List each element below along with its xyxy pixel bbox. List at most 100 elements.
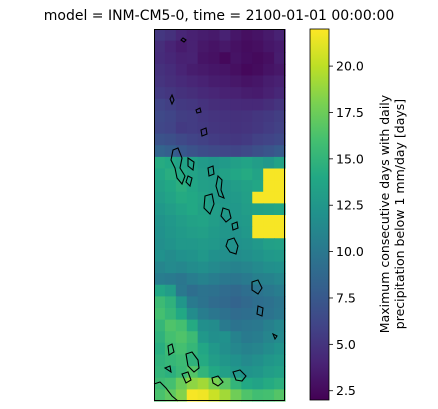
heatmap-cell (241, 145, 253, 158)
heatmap-cell (263, 319, 275, 332)
heatmap-cell (154, 156, 166, 170)
coastline-island (185, 351, 200, 373)
heatmap-cell (263, 87, 275, 100)
heatmap-cell (252, 52, 264, 65)
heatmap-cell (263, 308, 275, 321)
heatmap-cell (164, 110, 177, 123)
heatmap-cell (241, 331, 253, 344)
heatmap-cell (175, 63, 188, 77)
heatmap-cell (186, 377, 199, 390)
heatmap-cell (164, 215, 177, 228)
heatmap-cell (154, 40, 166, 53)
heatmap-cell (208, 156, 221, 170)
heatmap-cell (164, 156, 177, 170)
heatmap-cell (208, 354, 221, 367)
coastline-island (232, 369, 247, 382)
heatmap-cell (164, 203, 177, 216)
heatmap-cell (175, 145, 188, 158)
heatmap-cell (186, 203, 199, 216)
heatmap-cell (175, 98, 188, 111)
heatmap-cell (263, 215, 275, 228)
heatmap-cell (208, 122, 221, 135)
heatmap-cell (186, 226, 199, 239)
colorbar-tick-label: 20.0 (336, 59, 364, 74)
heatmap-cell (230, 389, 242, 402)
heatmap-cell (154, 110, 166, 123)
heatmap-cell (230, 354, 242, 367)
heatmap-cell (208, 110, 221, 123)
heatmap-cell (241, 273, 253, 286)
heatmap-cell (274, 226, 286, 239)
heatmap-cell (154, 75, 166, 88)
heatmap-cell (230, 319, 242, 332)
heatmap-cell (274, 133, 286, 146)
heatmap-cell (219, 87, 232, 100)
heatmap-cell (274, 377, 286, 390)
heatmap-cell (230, 331, 242, 344)
heatmap-cell (164, 261, 177, 274)
heatmap-cell (175, 377, 188, 390)
heatmap-cell (154, 52, 166, 65)
coastline-island (251, 279, 263, 295)
heatmap-cell (208, 389, 221, 402)
heatmap-cell (230, 366, 242, 379)
heatmap-cell (241, 52, 253, 65)
coastline-island (180, 37, 187, 43)
heatmap-cell (197, 122, 210, 135)
heatmap-cell (186, 52, 199, 65)
heatmap-cell (186, 40, 199, 53)
heatmap-cell (274, 168, 286, 181)
heatmap-cell (175, 284, 188, 297)
heatmap-cell (175, 273, 188, 286)
heatmap-cell (154, 238, 166, 251)
heatmap-cell (154, 87, 166, 100)
coastline-island (207, 165, 215, 177)
heatmap-cell (241, 180, 253, 193)
heatmap-cell (252, 366, 264, 379)
heatmap-cell (274, 238, 286, 251)
heatmap-cell (186, 389, 199, 402)
heatmap-cell (263, 249, 275, 263)
heatmap-cell (230, 52, 242, 65)
heatmap-cell (164, 52, 177, 65)
heatmap-cell (197, 168, 210, 181)
heatmap-cell (252, 215, 264, 228)
heatmap-cell (219, 191, 232, 204)
heatmap-cell (263, 122, 275, 135)
heatmap-cell (252, 273, 264, 286)
heatmap-cell (186, 180, 199, 193)
heatmap-cell (197, 261, 210, 274)
heatmap-cell (175, 156, 188, 170)
heatmap-cell (230, 87, 242, 100)
heatmap-cell (175, 354, 188, 367)
heatmap-cell (208, 249, 221, 263)
heatmap-cell (208, 63, 221, 77)
heatmap-cell (263, 296, 275, 309)
heatmap-cell (219, 366, 232, 379)
heatmap-cell (208, 342, 221, 356)
colorbar-ticks: 2.5 5.0 7.5 10.0 12.5 15.0 17.5 20.0 (329, 59, 364, 398)
heatmap-cell (219, 331, 232, 344)
heatmap-cell (208, 29, 221, 42)
heatmap-cell (208, 145, 221, 158)
heatmap-cell (175, 389, 188, 402)
heatmap-cell (197, 145, 210, 158)
heatmap-cell (197, 238, 210, 251)
heatmap-cell (175, 296, 188, 309)
heatmap-cell (263, 168, 275, 181)
heatmap-cell (274, 308, 286, 321)
heatmap-cell (274, 63, 286, 77)
heatmap-cell (219, 29, 232, 42)
heatmap-cell (274, 180, 286, 193)
heatmap-cell (197, 342, 210, 356)
colorbar-tick-label: 12.5 (336, 198, 364, 213)
heatmap-cell (219, 354, 232, 367)
heatmap-cell (197, 29, 210, 42)
heatmap-cell (197, 75, 210, 88)
heatmap-cell (241, 63, 253, 77)
coastline-island (200, 127, 208, 137)
heatmap-cell (175, 191, 188, 204)
heatmap-cell (230, 273, 242, 286)
heatmap-cell (175, 226, 188, 239)
heatmap-cell (197, 133, 210, 146)
